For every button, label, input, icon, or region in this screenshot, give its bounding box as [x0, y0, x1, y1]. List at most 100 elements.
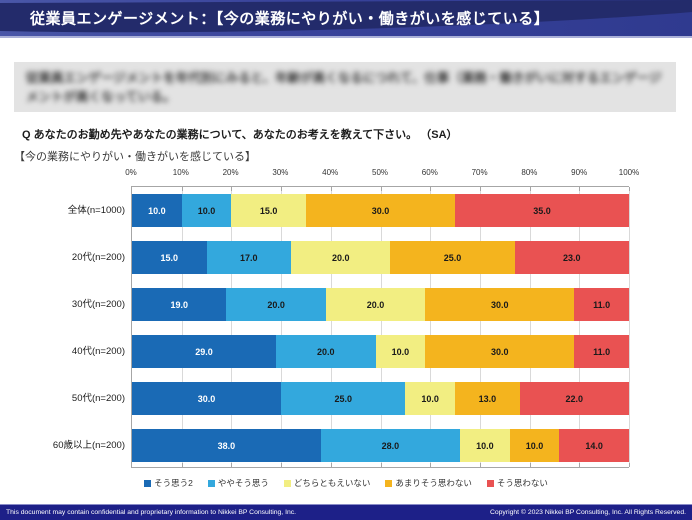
page-title: 従業員エンゲージメント：【今の業務にやりがい・働きがいを感じている】: [30, 10, 550, 28]
bar-value-label: 15.0: [259, 205, 278, 216]
axis-tickmark: [529, 187, 531, 191]
bar-value-label: 10.0: [197, 205, 216, 216]
axis-tickmark: [380, 463, 382, 467]
bar-segment: 25.0: [281, 382, 406, 415]
legend-label: ややそう思う: [217, 478, 269, 488]
axis-tickmark: [330, 187, 332, 191]
bar-segment: 38.0: [132, 429, 321, 462]
category-label: 40代(n=200): [71, 346, 125, 357]
bar-value-label: 10.0: [421, 393, 439, 404]
bar-segment: 20.0: [226, 288, 326, 321]
x-axis-tick-label: 60%: [421, 168, 438, 177]
bar-segment: 17.0: [206, 241, 292, 274]
bar-segment: 14.0: [559, 429, 629, 462]
legend-item: そう思わない: [486, 477, 548, 489]
header-swoosh-graphic: [0, 0, 692, 36]
bar-value-label: 20.0: [317, 346, 335, 357]
bar-value-label: 11.0: [593, 346, 611, 357]
axis-tickmark: [629, 187, 630, 191]
bar-segment: 10.0: [460, 429, 510, 462]
chart-row: 全体(n=1000) 10.0 10.0 15.0 30.0 35.0: [68, 187, 629, 234]
bar-value-label: 38.0: [217, 440, 236, 451]
bar-value-label: 17.0: [240, 252, 258, 263]
legend-swatch: [385, 479, 393, 487]
bar-segment: 19.0: [132, 288, 227, 321]
bar-value-label: 11.0: [593, 299, 611, 310]
bar-value-label: 15.0: [160, 252, 179, 263]
gridline: [629, 187, 630, 467]
section-label: 【今の業務にやりがい・働きがいを感じている】: [14, 151, 256, 163]
x-axis-tick-label: 40%: [322, 168, 339, 177]
bar-segment: 15.0: [231, 194, 306, 227]
bar-segment: 30.0: [305, 194, 456, 227]
bar-value-label: 10.0: [148, 205, 166, 216]
bar-segment: 11.0: [574, 335, 629, 368]
gridline: [330, 187, 332, 467]
x-axis-tick-label: 70%: [471, 168, 488, 177]
question-text: Q あなたのお勤め先やあなたの業務について、あなたのお考えを教えて下さい。 （S…: [22, 129, 458, 141]
chart-row: 30代(n=200) 19.0 20.0 20.0 30.0 11.0: [72, 281, 629, 328]
bar-segment: 10.0: [509, 429, 560, 462]
bar-value-label: 22.0: [565, 393, 584, 404]
legend-item: そう思う2: [144, 477, 193, 489]
bar-segment: 30.0: [425, 335, 575, 368]
summary-box: 従業員エンゲージメントを年代別にみると、年齢が高くなるにつれて、仕事（業務・働き…: [14, 62, 676, 112]
bar-value-label: 30.0: [371, 205, 390, 216]
axis-tickmark: [380, 187, 382, 191]
x-axis-tick-label: 100%: [618, 168, 640, 177]
bar-value-label: 25.0: [443, 252, 462, 263]
bar-value-label: 20.0: [366, 299, 385, 310]
bar-value-label: 23.0: [563, 252, 581, 263]
legend-item: どちらともえいない: [283, 477, 370, 489]
gridline: [479, 187, 481, 467]
bar-segment: 20.0: [325, 288, 426, 321]
bar-value-label: 10.0: [391, 346, 410, 357]
legend-label: そう思う2: [154, 478, 193, 488]
bar-track: 15.0 17.0 20.0 25.0 23.0: [132, 241, 629, 274]
axis-tickmark: [330, 463, 332, 467]
gridline: [380, 187, 382, 467]
category-label: 全体(n=1000): [67, 205, 125, 216]
bar-value-label: 30.0: [197, 393, 216, 404]
bar-segment: 10.0: [181, 194, 232, 227]
bar-segment: 22.0: [519, 382, 629, 415]
chart-row: 60歳以上(n=200) 38.0 28.0 10.0 10.0 14.0: [53, 422, 629, 469]
bar-value-label: 29.0: [195, 346, 213, 357]
category-label: 20代(n=200): [71, 252, 125, 263]
axis-tickmark: [281, 187, 283, 191]
bar-track: 30.0 25.0 10.0 13.0 22.0: [132, 382, 629, 415]
bar-segment: 30.0: [132, 382, 282, 415]
gridline: [579, 187, 581, 467]
bar-value-label: 30.0: [490, 346, 509, 357]
bar-value-label: 10.0: [476, 440, 494, 451]
axis-tickmark: [479, 187, 481, 191]
bar-segment: 35.0: [455, 194, 629, 227]
axis-tickmark: [579, 463, 581, 467]
bar-value-label: 35.0: [533, 205, 551, 216]
axis-tickmark: [479, 463, 481, 467]
bar-segment: 23.0: [514, 241, 629, 274]
x-axis-labels: 0% 10% 20% 30% 40% 50% 60% 70% 80% 90% 100%: [125, 168, 639, 186]
chart-legend: そう思う2 ややそう思う どちらともえいない あまりそう思わない そう思わない: [0, 477, 692, 489]
category-label: 30代(n=200): [71, 299, 125, 310]
axis-tickmark: [430, 463, 432, 467]
legend-swatch: [283, 479, 291, 487]
bar-segment: 11.0: [574, 288, 629, 321]
bar-value-label: 30.0: [490, 299, 509, 310]
slide-header: 従業員エンゲージメント：【今の業務にやりがい・働きがいを感じている】: [0, 0, 692, 38]
bar-segment: 20.0: [291, 241, 391, 274]
legend-swatch: [486, 479, 494, 487]
axis-tickmark: [430, 187, 432, 191]
bar-value-label: 20.0: [267, 299, 285, 310]
bar-value-label: 13.0: [478, 393, 497, 404]
bar-segment: 29.0: [132, 335, 277, 368]
x-axis-tick-label: 80%: [521, 168, 538, 177]
engagement-stacked-bar-chart: 0% 10% 20% 30% 40% 50% 60% 70% 80% 90% 100% 全体(n=1…: [53, 168, 639, 469]
axis-tickmark: [629, 463, 630, 467]
legend-swatch: [144, 479, 152, 487]
bar-segment: 10.0: [405, 382, 456, 415]
x-axis-tick-label: 0%: [125, 168, 137, 177]
axis-tickmark: [281, 463, 283, 467]
bar-segment: 25.0: [390, 241, 515, 274]
